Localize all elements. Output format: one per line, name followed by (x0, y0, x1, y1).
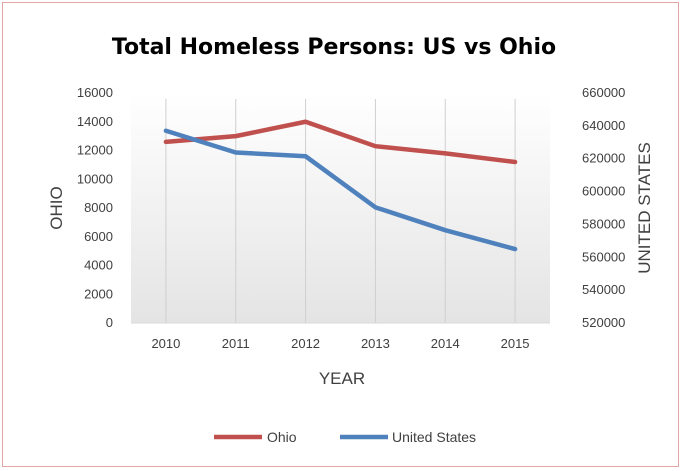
x-tick-label: 2015 (501, 336, 530, 351)
left-tick-label: 6000 (84, 229, 113, 244)
right-tick-label: 600000 (582, 184, 625, 199)
x-tick-label: 2013 (361, 336, 390, 351)
series-line-united-states (163, 128, 518, 252)
legend: Ohio United States (214, 429, 476, 445)
right-tick-label: 640000 (582, 118, 625, 133)
left-tick-label: 14000 (77, 114, 113, 129)
left-tick-label: 2000 (84, 286, 113, 301)
left-axis-ticks: 0 2000 4000 6000 8000 10000 12000 14000 16000 (77, 85, 113, 330)
plot-background (131, 93, 550, 323)
right-tick-label: 520000 (582, 315, 625, 330)
x-tick-label: 2011 (222, 336, 250, 351)
left-tick-label: 16000 (77, 85, 113, 100)
left-tick-label: 4000 (84, 258, 113, 273)
legend-label: Ohio (267, 429, 297, 445)
right-tick-label: 540000 (582, 282, 625, 297)
left-tick-label: 12000 (77, 143, 113, 158)
right-tick-label: 580000 (582, 216, 625, 231)
x-tick-label: 2010 (151, 336, 180, 351)
left-tick-label: 0 (106, 315, 113, 330)
left-tick-label: 10000 (77, 171, 113, 186)
legend-label: United States (392, 429, 476, 445)
x-axis-title: YEAR (319, 369, 365, 388)
x-axis-ticks: 2010 2011 2012 2013 2014 2015 (151, 336, 529, 351)
series-line-ohio (163, 119, 518, 165)
right-tick-label: 560000 (582, 249, 625, 264)
x-tick-label: 2014 (431, 336, 460, 351)
right-axis-ticks: 520000 540000 560000 580000 600000 620000 6400… (582, 85, 625, 330)
plot-area (131, 93, 550, 323)
series-lines (163, 119, 518, 252)
x-tick-label: 2012 (291, 336, 320, 351)
right-tick-label: 620000 (582, 151, 625, 166)
chart-title: Total Homeless Persons: US vs Ohio (112, 35, 556, 60)
left-axis-title: OHIO (47, 186, 66, 229)
right-axis-title: UNITED STATES (635, 142, 654, 274)
right-tick-label: 660000 (582, 85, 625, 100)
left-tick-label: 8000 (84, 200, 113, 215)
